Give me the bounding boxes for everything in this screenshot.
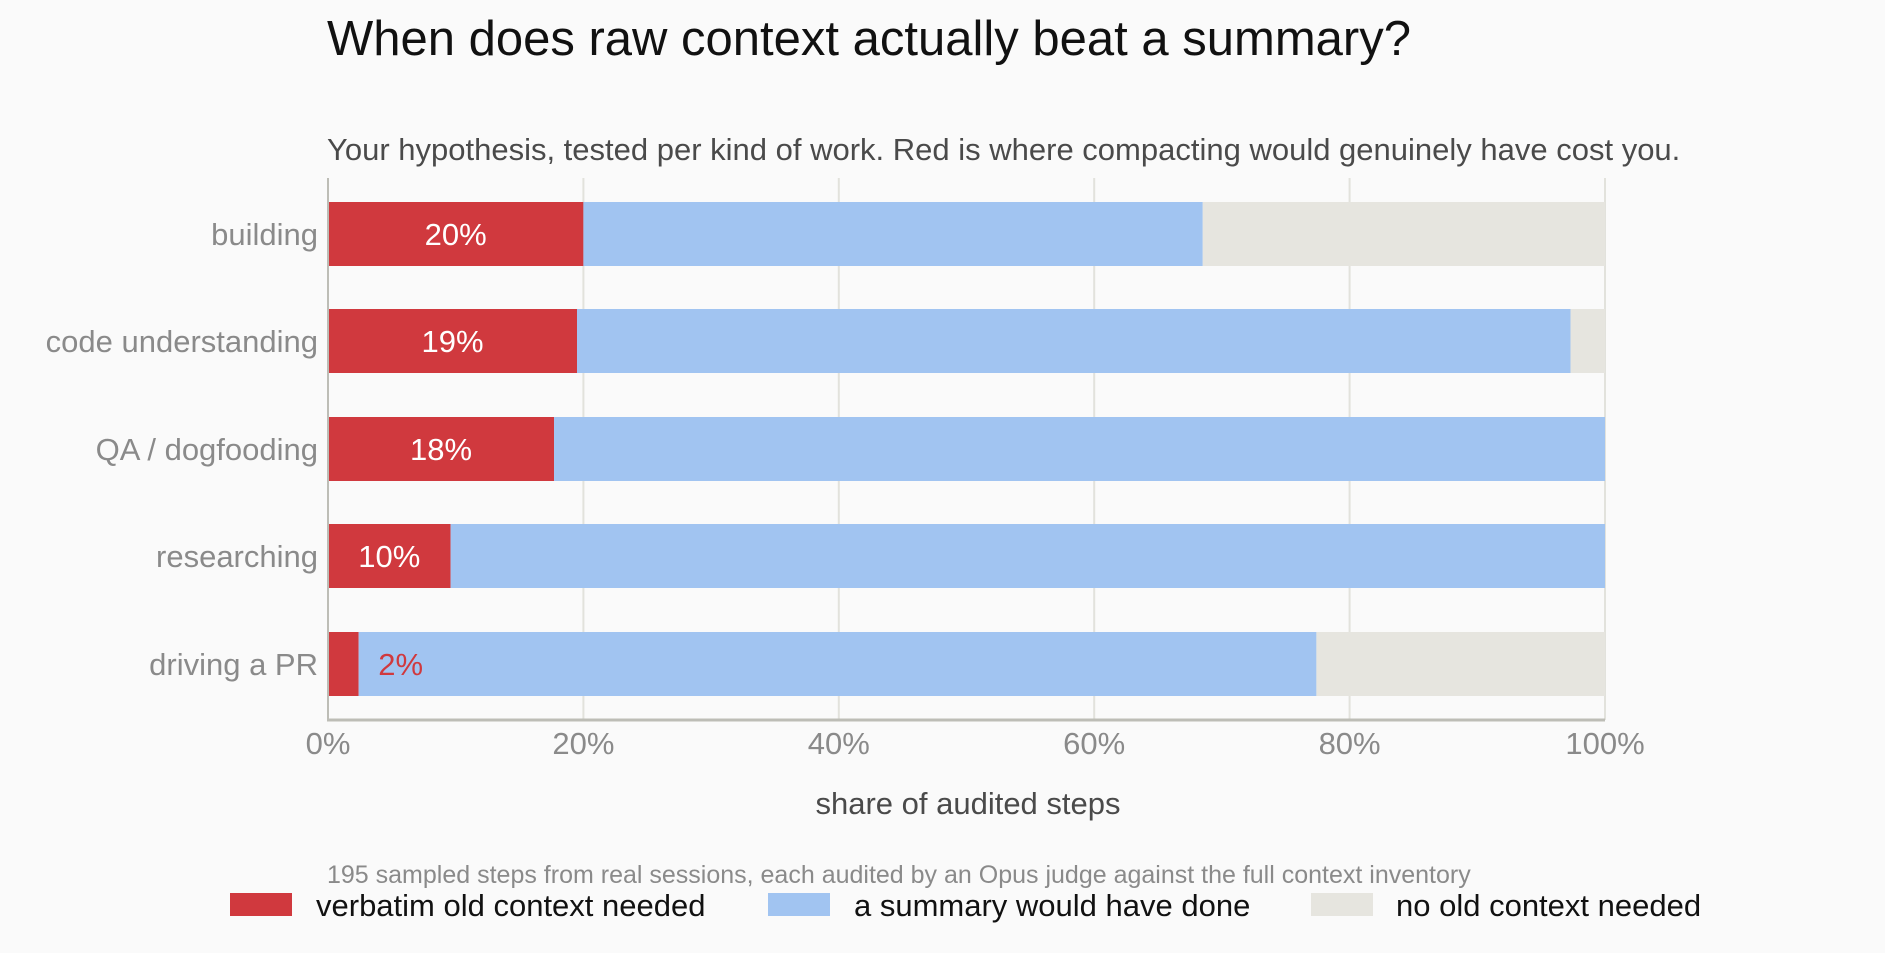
legend-label: a summary would have done: [854, 888, 1250, 923]
chart-title: When does raw context actually beat a su…: [327, 12, 1411, 66]
data-label: 19%: [421, 324, 483, 359]
axis-layer: 0% 20% 40% 60% 80% 100%: [306, 178, 1645, 761]
category-label: researching: [156, 539, 318, 574]
bar-segment-a-summary-would-have-done: [577, 309, 1571, 373]
bar-segment-verbatim-old-context-needed: [328, 202, 584, 266]
bar-segment-a-summary-would-have-done: [450, 524, 1605, 588]
x-tick-label: 100%: [1565, 726, 1644, 761]
x-tick-label: 20%: [552, 726, 614, 761]
bar-segment-no-old-context-needed: [1570, 309, 1605, 373]
legend-swatch-no-old-context-needed: [1311, 893, 1373, 916]
category-label: code understanding: [46, 324, 318, 359]
data-label: 18%: [410, 432, 472, 467]
category-label: QA / dogfooding: [96, 432, 318, 467]
bar-segment-verbatim-old-context-needed: [328, 417, 555, 481]
data-label: 10%: [358, 539, 420, 574]
x-tick-label: 40%: [808, 726, 870, 761]
data-label: 20%: [425, 217, 487, 252]
bar-segment-verbatim-old-context-needed: [328, 309, 578, 373]
legend-swatch-verbatim-old-context-needed: [230, 893, 292, 916]
data-label: 2%: [378, 647, 423, 682]
legend-label: no old context needed: [1396, 888, 1701, 923]
x-tick-label: 0%: [306, 726, 351, 761]
bar-segment-a-summary-would-have-done: [358, 632, 1317, 696]
source-note: 195 sampled steps from real sessions, ea…: [327, 861, 1471, 889]
labels-layer: building 20% code understanding 19% QA / dog…: [46, 217, 487, 682]
category-label: driving a PR: [149, 647, 318, 682]
bars-layer: [328, 202, 1605, 696]
x-axis-label: share of audited steps: [815, 786, 1120, 821]
legend-swatch-a-summary-would-have-done: [768, 893, 830, 916]
bar-segment-a-summary-would-have-done: [583, 202, 1203, 266]
bar-segment-a-summary-would-have-done: [554, 417, 1605, 481]
bar-segment-no-old-context-needed: [1202, 202, 1605, 266]
category-label: building: [211, 217, 318, 252]
bar-segment-verbatim-old-context-needed: [328, 524, 451, 588]
bar-segment-no-old-context-needed: [1316, 632, 1605, 696]
x-tick-label: 80%: [1319, 726, 1381, 761]
chart-subtitle: Your hypothesis, tested per kind of work…: [327, 132, 1680, 167]
x-tick-label: 60%: [1063, 726, 1125, 761]
legend-label: verbatim old context needed: [316, 888, 705, 923]
legend: verbatim old context needed a summary wou…: [230, 888, 1701, 923]
bar-segment-verbatim-old-context-needed: [328, 632, 359, 696]
